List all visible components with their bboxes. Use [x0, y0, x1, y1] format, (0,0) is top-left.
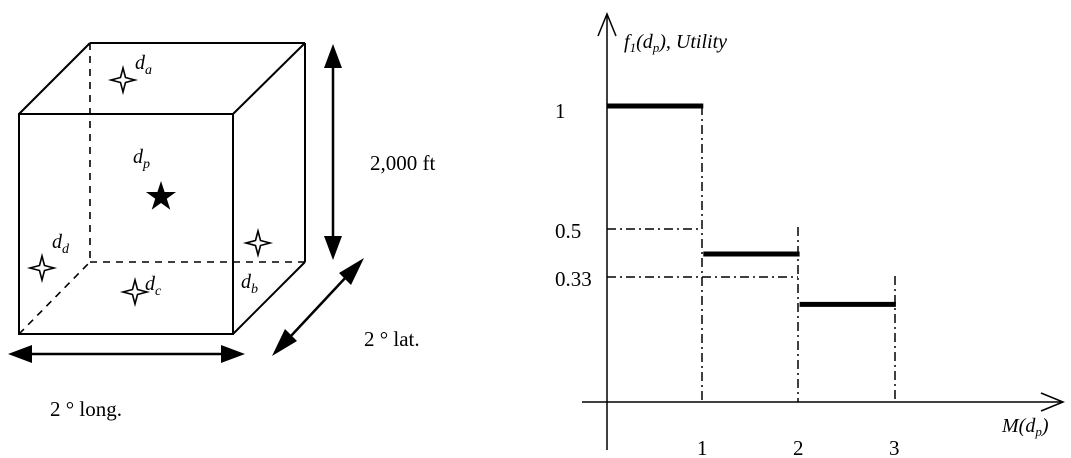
cube-bottom-right-edge: [232, 261, 306, 335]
point-label-p: dp: [133, 146, 150, 172]
cube-top-right-edge: [232, 42, 306, 115]
sparkle-icon-a: [107, 64, 139, 96]
step-chart: f1(dp), Utility M(dp) 1 0.5 0.33 1 2 3: [555, 12, 1065, 458]
lat-arrow: [272, 258, 364, 356]
x-tick-label-1: 1: [697, 436, 708, 458]
point-label-d: dd: [52, 231, 70, 257]
point-label-b: db: [241, 271, 258, 297]
cube-diagram: da dp dd dc db 2,000 ft 2 ° lat. 2 ° lon…: [8, 42, 435, 421]
point-label-c: dc: [145, 273, 162, 299]
x-axis-arrowhead: [1040, 392, 1065, 412]
cube-hidden-edge-diagonal: [18, 261, 91, 335]
lat-label: 2 ° lat.: [364, 327, 420, 351]
y-tick-label-0.5: 0.5: [555, 219, 581, 243]
long-label: 2 ° long.: [50, 397, 122, 421]
y-axis-title: f1(dp), Utility: [624, 31, 727, 55]
star-icon-p: [146, 181, 176, 210]
x-tick-label-3: 3: [889, 436, 900, 458]
height-arrow: [324, 44, 342, 260]
y-axis-arrowhead: [597, 12, 617, 37]
sparkle-icon-c: [119, 276, 151, 308]
sparkle-icon-b: [242, 227, 274, 259]
point-label-a: da: [135, 52, 152, 78]
cube-top-left-edge: [18, 42, 91, 115]
sparkle-icon-d: [26, 252, 58, 284]
y-tick-label-0.33: 0.33: [555, 267, 592, 291]
y-tick-label-1: 1: [555, 99, 566, 123]
x-tick-label-2: 2: [793, 436, 804, 458]
x-axis-title: M(dp): [1001, 415, 1049, 439]
height-label: 2,000 ft: [370, 151, 435, 175]
cube-front-face: [18, 113, 234, 335]
long-arrow: [8, 345, 245, 363]
